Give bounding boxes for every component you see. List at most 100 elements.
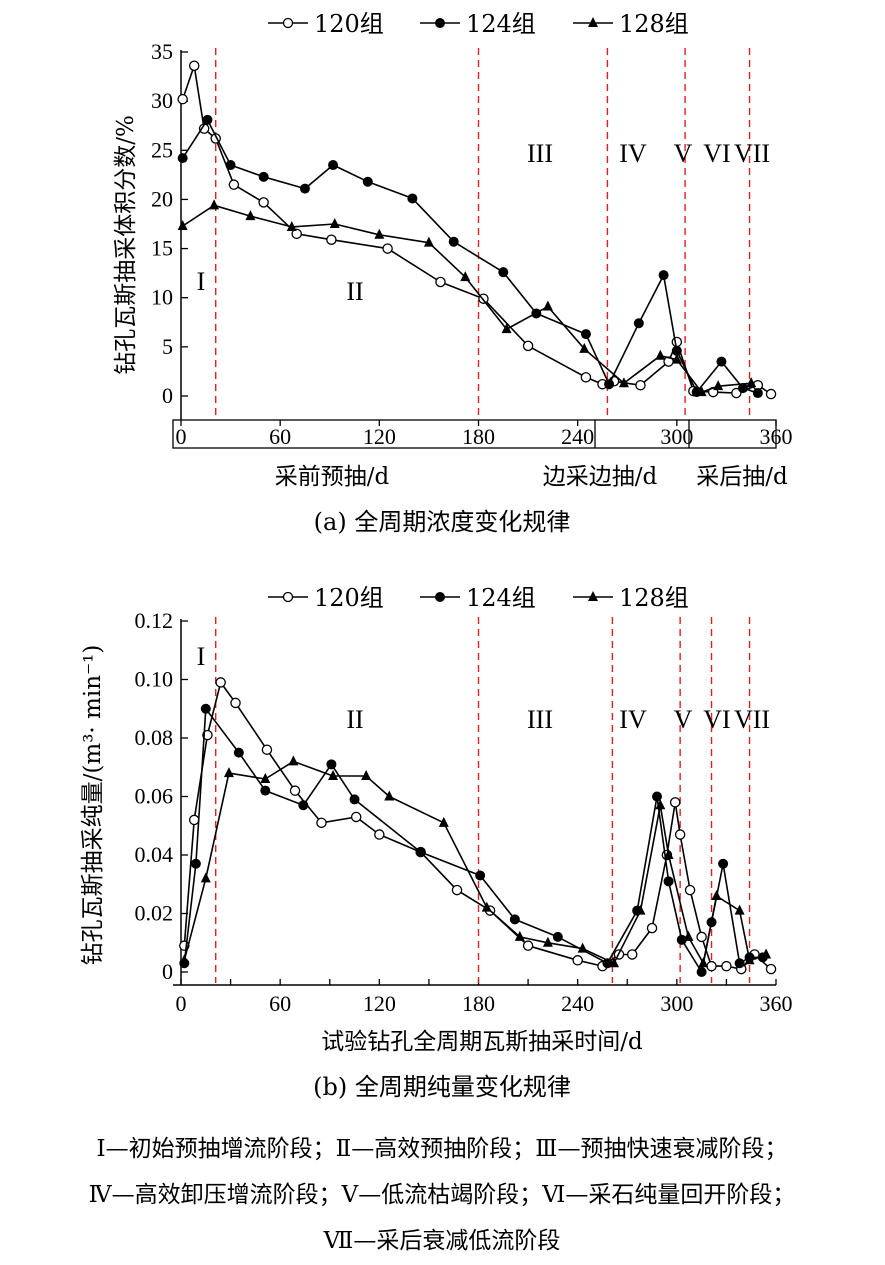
x-tick-label: 0 (176, 424, 187, 449)
chart-b-stage-VI: VI (703, 705, 730, 734)
point-120组 (696, 931, 707, 943)
point-128组 (209, 199, 220, 210)
point-128组 (635, 904, 646, 915)
point-128组 (542, 300, 553, 311)
chart-a-stage-II: II (346, 277, 363, 306)
point-124组 (658, 270, 669, 281)
point-128组 (423, 236, 434, 247)
point-124组 (177, 153, 188, 164)
x-tick-label: 180 (462, 991, 495, 1016)
chart-b-stage-IV: IV (619, 705, 647, 734)
point-124组 (225, 160, 236, 171)
series-line-124组 (182, 119, 759, 394)
point-124组 (552, 931, 563, 942)
chart-b-xlabel: 试验钻孔全周期瓦斯抽采时间/d (321, 1029, 643, 1055)
point-124组 (671, 345, 682, 356)
point-124组 (200, 703, 211, 714)
point-128组 (655, 799, 666, 810)
point-128组 (223, 767, 234, 778)
point-124组 (326, 759, 337, 770)
chart-a-phase-label-post: 采后抽/d (696, 464, 788, 490)
x-tick-label: 360 (760, 424, 793, 449)
x-tick-label: 120 (363, 424, 396, 449)
point-128组 (384, 790, 395, 801)
footnote-line-2: Ⅳ—高效卸压增流阶段；Ⅴ—低流枯竭阶段；Ⅵ—采石纯量回开阶段； (89, 1182, 796, 1208)
point-124组 (652, 791, 662, 802)
point-128组 (683, 930, 694, 941)
point-128组 (711, 889, 722, 900)
footnote-line-1: Ⅰ—初始预抽增流阶段；Ⅱ—高效预抽阶段；Ⅲ—预抽快速衰减阶段； (97, 1136, 788, 1162)
y-tick-label: 25 (151, 137, 173, 162)
point-124组 (633, 318, 644, 329)
point-120组 (228, 179, 240, 190)
chart-b-stage-I: I (197, 642, 206, 671)
chart-a-stage-I: I (197, 267, 206, 296)
point-124组 (734, 958, 745, 969)
point-120组 (230, 697, 241, 709)
series-line-128组 (183, 760, 767, 965)
point-128组 (713, 380, 724, 391)
point-120组 (326, 234, 337, 245)
chart-a-phase-label-pre: 采前预抽/d (275, 464, 390, 490)
point-128组 (460, 271, 471, 282)
legend-a-120: 120组 (314, 10, 384, 38)
chart-b-stage-III: III (527, 705, 553, 734)
legend-marker-triangle (588, 17, 598, 27)
chart-a-stage-V: V (674, 139, 693, 168)
y-tick-label: 0.12 (135, 608, 174, 633)
point-120组 (382, 243, 393, 254)
legend-marker-open-circle (282, 591, 294, 603)
y-tick-label: 30 (151, 88, 173, 113)
point-124组 (233, 747, 244, 758)
y-tick-label: 0.10 (135, 667, 174, 692)
y-tick-label: 35 (151, 39, 173, 64)
legend-b-124: 124组 (466, 584, 536, 612)
point-124组 (328, 160, 339, 171)
point-124组 (362, 176, 373, 187)
chart-b-axes: 0 0.02 0.04 0.06 0.08 0.10 0.12 0 60 120 180 240 300… (135, 608, 793, 1016)
point-124组 (580, 329, 591, 340)
legend-marker-triangle (588, 591, 598, 601)
point-128组 (663, 849, 674, 859)
point-120组 (674, 829, 686, 840)
point-128组 (542, 936, 553, 947)
x-tick-label: 300 (660, 424, 693, 449)
point-124组 (415, 847, 426, 858)
point-120组 (374, 829, 385, 840)
point-120组 (765, 963, 777, 975)
chart-b-series (179, 677, 777, 977)
point-120组 (188, 814, 200, 826)
point-124组 (258, 171, 269, 182)
point-128组 (579, 342, 590, 353)
point-120组 (291, 228, 302, 240)
y-tick-label: 0.06 (135, 784, 174, 809)
point-120组 (316, 817, 327, 829)
chart-a-ylabel: 钻孔瓦斯抽采体积分数/% (113, 115, 139, 375)
y-tick-label: 0 (162, 959, 173, 984)
point-128组 (328, 770, 339, 781)
chart-b: 0 0.02 0.04 0.06 0.08 0.10 0.12 0 60 120 180 240 300… (80, 608, 793, 1101)
point-128组 (734, 904, 745, 915)
point-124组 (349, 794, 360, 805)
chart-b-stage-II: II (346, 705, 363, 734)
point-128组 (655, 349, 666, 360)
point-124组 (448, 236, 459, 247)
point-124组 (299, 183, 310, 194)
chart-a-stage-IV: IV (619, 139, 647, 168)
point-128组 (374, 228, 385, 239)
point-124组 (696, 967, 707, 977)
point-128组 (671, 353, 682, 364)
point-120组 (177, 93, 188, 105)
point-120组 (671, 336, 683, 348)
point-120组 (684, 884, 696, 896)
legend-marker-open-circle (282, 17, 294, 29)
legend-marker-filled-circle (435, 592, 445, 602)
x-tick-label: 180 (462, 424, 495, 449)
x-tick-label: 360 (760, 991, 793, 1016)
point-120组 (202, 729, 213, 741)
point-120组 (215, 677, 226, 688)
point-128组 (260, 772, 271, 783)
point-124组 (676, 934, 687, 945)
point-128组 (514, 930, 525, 941)
chart-a-phase-label-during: 边采边抽/d (543, 464, 658, 490)
